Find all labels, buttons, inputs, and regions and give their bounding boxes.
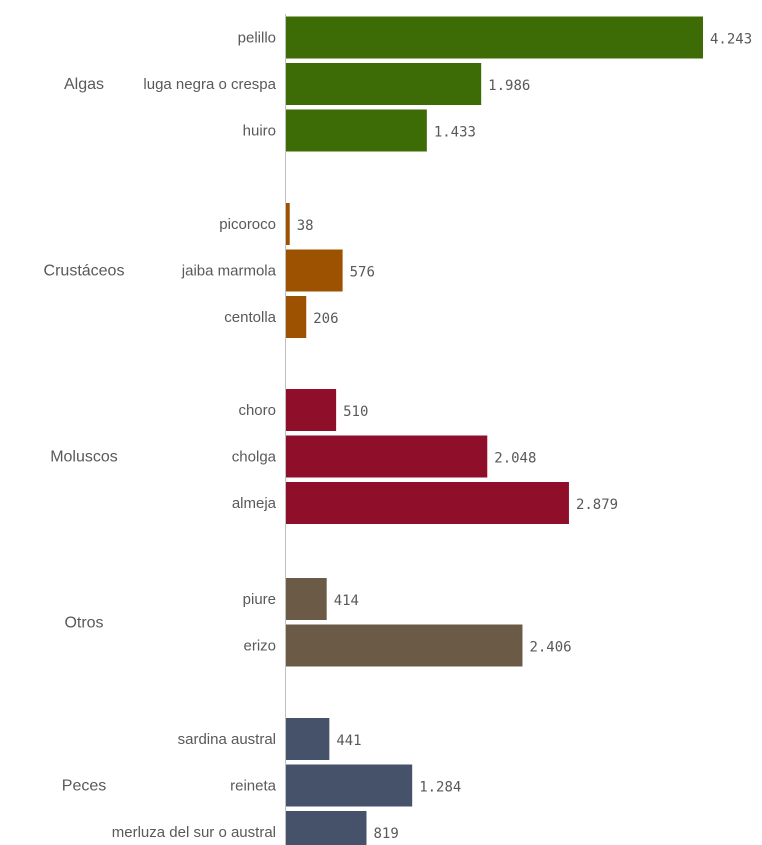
data-label: 206	[313, 311, 338, 327]
bar[interactable]	[286, 63, 482, 105]
data-label: 4.243	[710, 32, 752, 48]
category-label: picoroco	[219, 216, 276, 233]
category-label: pelillo	[238, 30, 276, 47]
category-label: almeja	[232, 495, 277, 512]
category-label: piure	[243, 591, 276, 608]
bar[interactable]	[286, 389, 337, 431]
group-label: Peces	[62, 778, 106, 795]
bar[interactable]	[286, 811, 367, 845]
data-label: 1.433	[434, 125, 476, 141]
bar[interactable]	[286, 16, 703, 59]
data-label: 38	[297, 218, 314, 234]
data-label: 576	[350, 265, 375, 281]
category-label: jaiba marmola	[181, 263, 277, 280]
data-label: 1.284	[419, 780, 461, 796]
category-label: erizo	[243, 638, 276, 655]
category-label: reineta	[230, 778, 277, 795]
data-label: 1.986	[488, 78, 530, 94]
data-label: 2.879	[576, 497, 618, 513]
group-label: Algas	[64, 76, 104, 93]
bar[interactable]	[286, 249, 343, 292]
category-label: huiro	[243, 123, 276, 140]
category-label: sardina austral	[178, 731, 276, 748]
data-label: 510	[343, 404, 368, 420]
data-label: 414	[334, 593, 359, 609]
group-label: Crustáceos	[44, 263, 125, 280]
bar[interactable]	[286, 764, 413, 807]
bar[interactable]	[286, 624, 523, 667]
category-label: cholga	[232, 449, 277, 466]
data-label: 2.048	[494, 451, 536, 467]
category-label: choro	[238, 402, 276, 419]
bar[interactable]	[286, 482, 569, 524]
bar[interactable]	[286, 435, 488, 478]
bar[interactable]	[286, 203, 290, 245]
bar[interactable]	[286, 718, 330, 760]
data-label: 819	[373, 826, 398, 842]
group-label: Moluscos	[50, 449, 118, 466]
bar[interactable]	[286, 296, 307, 338]
data-label: 441	[336, 733, 361, 749]
bar[interactable]	[286, 109, 427, 152]
group-label: Otros	[64, 614, 103, 631]
category-label: centolla	[224, 309, 276, 326]
category-label: luga negra o crespa	[143, 76, 276, 93]
data-label: 2.406	[529, 640, 571, 656]
bar[interactable]	[286, 578, 327, 620]
category-label: merluza del sur o austral	[112, 824, 276, 841]
